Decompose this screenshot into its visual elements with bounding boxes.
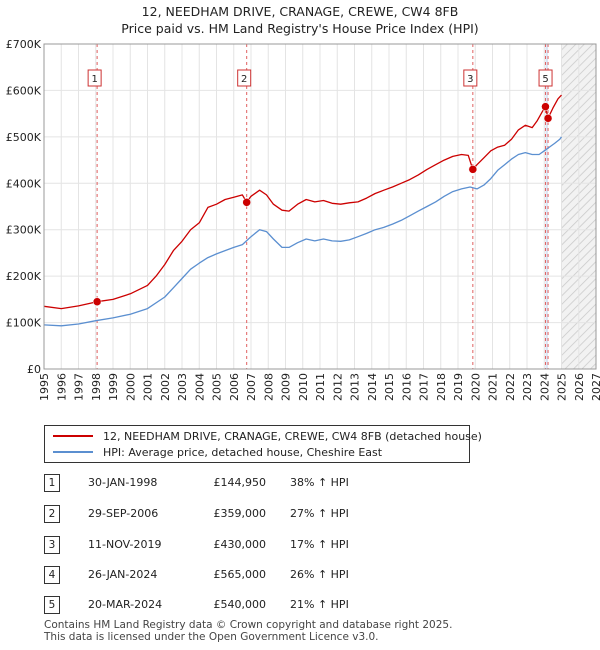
sale-price: £540,000 — [213, 598, 267, 611]
x-tick-label: 2008 — [262, 373, 275, 401]
x-tick-label: 2010 — [297, 373, 310, 401]
sale-hpi-diff: 27% ↑ HPI — [290, 507, 349, 520]
x-tick-label: 2026 — [573, 373, 586, 401]
y-tick-label: £300K — [6, 224, 42, 237]
footer: Contains HM Land Registry data © Crown c… — [44, 619, 452, 643]
sale-marker-label: 5 — [542, 74, 548, 85]
sale-point — [468, 165, 478, 174]
sale-number: 5 — [44, 596, 60, 614]
sale-row: 4 26-JAN-2024 £565,000 26% ↑ HPI — [0, 566, 600, 586]
sale-row: 2 29-SEP-2006 £359,000 27% ↑ HPI — [0, 505, 600, 525]
x-tick-label: 1997 — [73, 373, 86, 401]
footer-licence: This data is licensed under the Open Gov… — [44, 631, 379, 643]
y-tick-label: £600K — [6, 84, 42, 97]
x-tick-label: 2015 — [383, 373, 396, 401]
x-tick-label: 2017 — [418, 373, 431, 401]
sale-period-band — [545, 44, 549, 369]
y-tick-label: £400K — [6, 177, 42, 190]
y-tick-label: £200K — [6, 270, 42, 283]
sale-marker-box — [87, 69, 102, 87]
legend-label-hpi: HPI: Average price, detached house, Ches… — [103, 445, 383, 459]
price-chart: 1 2 3 5 £0 £100K £200K £300K £400K £500K £600K £70… — [6, 38, 600, 401]
footer-copyright: Contains HM Land Registry data © Crown c… — [44, 619, 453, 631]
x-tick-label: 2016 — [400, 373, 413, 401]
x-tick-label: 1995 — [38, 373, 51, 401]
sale-marker-label: 3 — [467, 74, 473, 85]
sale-date: 26-JAN-2024 — [88, 568, 158, 581]
sale-row: 1 30-JAN-1998 £144,950 38% ↑ HPI — [0, 474, 600, 494]
x-tick-label: 2004 — [193, 373, 206, 401]
x-tick-label: 2011 — [314, 373, 327, 401]
x-tick-label: 2021 — [487, 373, 500, 401]
x-tick-label: 2005 — [211, 373, 224, 401]
sale-marker-box — [237, 69, 252, 87]
x-tick-label: 2003 — [176, 373, 189, 401]
legend-label-property: 12, NEEDHAM DRIVE, CRANAGE, CREWE, CW4 8… — [103, 429, 482, 443]
sale-date: 11-NOV-2019 — [88, 538, 162, 551]
legend-swatch-hpi — [53, 451, 93, 453]
plot-frame — [43, 43, 597, 370]
sale-date: 30-JAN-1998 — [88, 476, 158, 489]
x-tick-label: 1996 — [55, 373, 68, 401]
x-tick-label: 2001 — [142, 373, 155, 401]
x-tick-label: 2006 — [228, 373, 241, 401]
y-tick-label: £0 — [27, 363, 41, 376]
x-tick-label: 2023 — [521, 373, 534, 401]
y-tick-label: £700K — [6, 38, 42, 51]
x-tick-label: 2002 — [159, 373, 172, 401]
x-tick-label: 2027 — [590, 373, 600, 401]
sale-price: £430,000 — [213, 538, 267, 551]
sale-row: 3 11-NOV-2019 £430,000 17% ↑ HPI — [0, 536, 600, 556]
x-tick-label: 2012 — [331, 373, 344, 401]
sale-number: 2 — [44, 505, 60, 523]
sale-price: £359,000 — [213, 507, 267, 520]
sale-number: 4 — [44, 566, 60, 584]
sale-price: £565,000 — [213, 568, 267, 581]
legend: 12, NEEDHAM DRIVE, CRANAGE, CREWE, CW4 8… — [44, 425, 482, 463]
y-tick-label: £100K — [6, 317, 42, 330]
x-tick-label: 2013 — [349, 373, 362, 401]
sale-hpi-diff: 26% ↑ HPI — [290, 568, 349, 581]
x-tick-label: 2025 — [556, 373, 569, 401]
x-tick-label: 2007 — [245, 373, 258, 401]
sale-marker-label: 2 — [241, 74, 247, 85]
chart-title-line2: Price paid vs. HM Land Registry's House … — [121, 21, 479, 36]
chart-title-line1: 12, NEEDHAM DRIVE, CRANAGE, CREWE, CW4 8… — [141, 4, 459, 19]
x-tick-label: 1998 — [90, 373, 103, 401]
x-tick-label: 2000 — [124, 373, 137, 401]
sale-price: £144,950 — [213, 476, 267, 489]
x-tick-label: 2020 — [469, 373, 482, 401]
x-tick-label: 2024 — [538, 373, 551, 401]
y-tick-label: £500K — [6, 131, 42, 144]
sale-date: 20-MAR-2024 — [88, 598, 163, 611]
x-tick-label: 2014 — [366, 373, 379, 401]
sale-point — [242, 198, 251, 207]
sale-hpi-diff: 21% ↑ HPI — [290, 598, 349, 611]
sale-date: 29-SEP-2006 — [88, 507, 159, 520]
x-tick-label: 2022 — [504, 373, 517, 401]
sale-number: 1 — [44, 474, 60, 492]
legend-swatch-property — [53, 435, 93, 437]
sale-point — [92, 297, 102, 306]
series-line-property — [43, 94, 562, 310]
sale-marker-box — [538, 69, 553, 87]
sale-marker-label: 1 — [91, 74, 97, 85]
x-tick-label: 2009 — [280, 373, 293, 401]
sale-row: 5 20-MAR-2024 £540,000 21% ↑ HPI — [0, 596, 600, 616]
sale-point — [543, 114, 553, 123]
sale-number: 3 — [44, 536, 60, 554]
legend-item-property: 12, NEEDHAM DRIVE, CRANAGE, CREWE, CW4 8… — [53, 429, 482, 443]
series-line-hpi — [43, 136, 563, 327]
x-tick-label: 2019 — [452, 373, 465, 401]
sale-hpi-diff: 38% ↑ HPI — [290, 476, 349, 489]
sale-hpi-diff: 17% ↑ HPI — [290, 538, 349, 551]
sale-marker-box — [463, 69, 478, 87]
legend-item-hpi: HPI: Average price, detached house, Ches… — [53, 445, 382, 459]
x-tick-label: 1999 — [107, 373, 120, 401]
sale-point — [541, 102, 550, 111]
x-tick-label: 2018 — [435, 373, 448, 401]
